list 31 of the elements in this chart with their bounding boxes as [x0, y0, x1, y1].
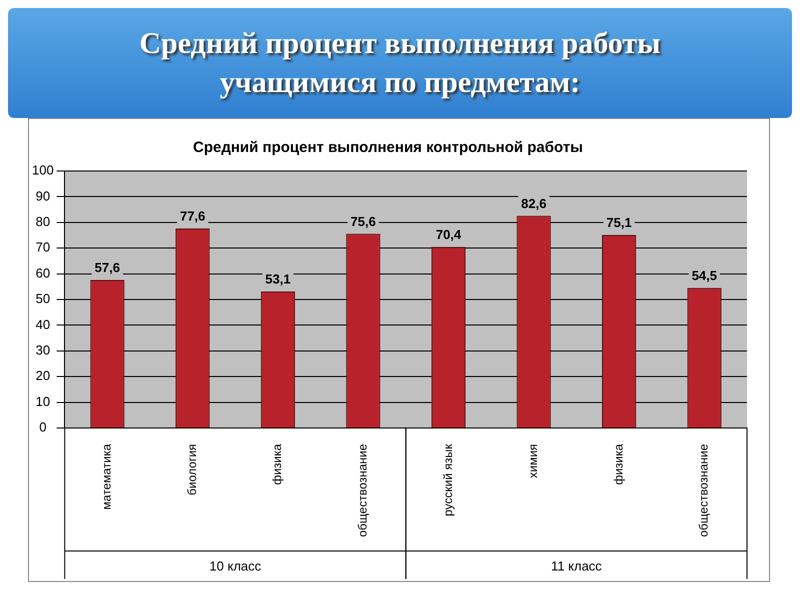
data-label: 53,1	[265, 272, 291, 287]
data-label: 70,4	[436, 227, 462, 242]
y-tick-label: 50	[36, 291, 50, 306]
x-tick-label: биология	[184, 444, 199, 496]
chart-title: Средний процент выполнения работы учащимися по предметам:	[138, 26, 662, 101]
text: 11 класс	[551, 558, 602, 574]
data-label: 82,6	[521, 196, 546, 211]
y-tick-label: 70	[36, 240, 50, 255]
x-tick-label: обществознание	[356, 444, 370, 538]
y-tick-label: 100	[32, 162, 54, 178]
y-tick-label: 20	[36, 368, 50, 384]
y-tick-label: 90	[36, 188, 50, 204]
y-tick-label: 0	[39, 420, 46, 435]
x-tick-label: физика	[611, 444, 626, 485]
y-tick-label: 40	[36, 316, 50, 332]
data-label: 77,6	[180, 208, 206, 224]
data-label: 75,1	[606, 215, 632, 230]
y-tick-label: 10	[36, 394, 50, 409]
y-tick-label: 80	[36, 214, 50, 229]
x-tick-label: обществознание	[696, 444, 711, 538]
x-tick-label: математика	[100, 444, 114, 510]
data-label: 57,6	[94, 260, 120, 276]
chart-subtitle: Средний процент выполнения контрольной работы	[193, 139, 583, 156]
y-tick-label: 30	[36, 342, 50, 358]
y-tick-label: 60	[36, 265, 50, 280]
x-tick-label: русский язык	[440, 443, 455, 516]
data-label: 75,6	[350, 214, 376, 229]
text: 10 класс	[209, 558, 262, 574]
data-label: 54,5	[692, 268, 718, 283]
x-tick-label: химия	[526, 444, 540, 478]
x-tick-label: физика	[270, 444, 284, 485]
